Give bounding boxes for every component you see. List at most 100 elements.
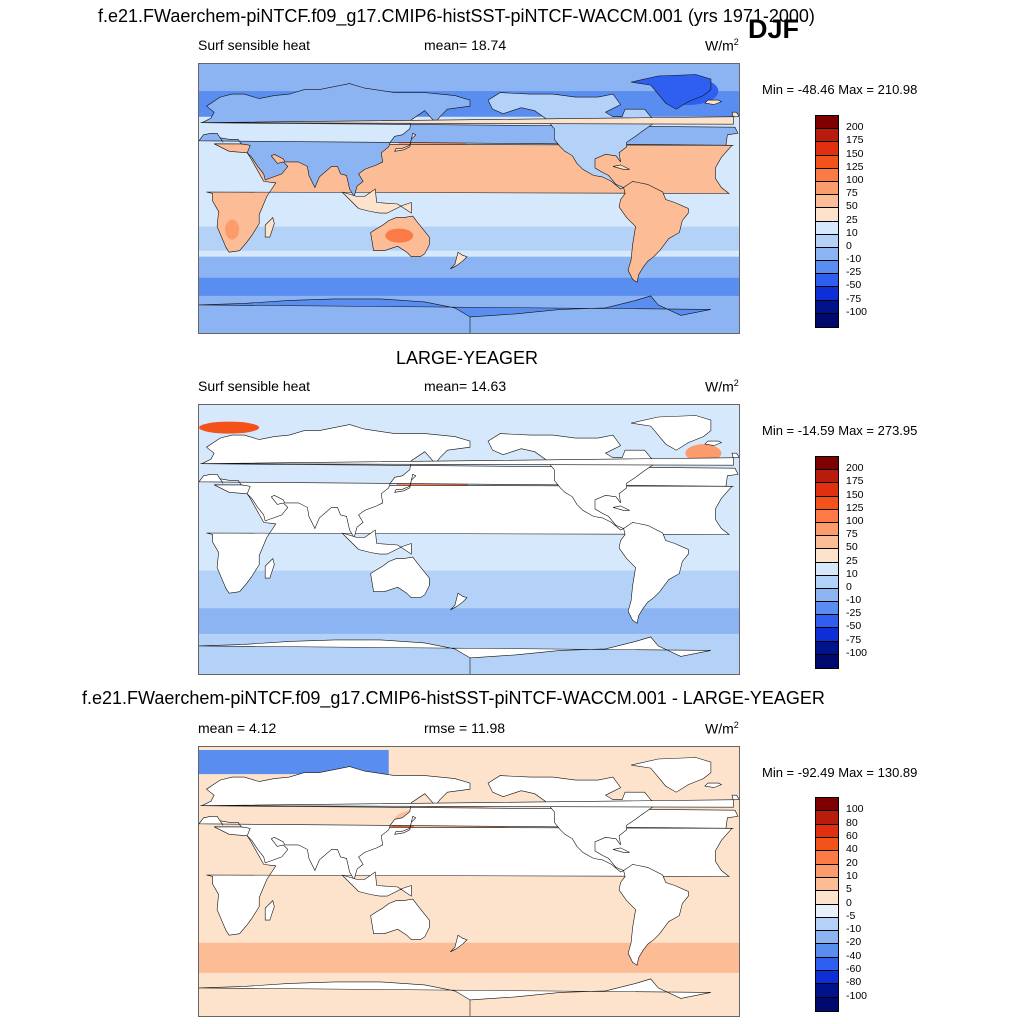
colorbar-swatch	[816, 287, 838, 301]
colorbar-swatch	[816, 811, 838, 825]
colorbar-tick-label: -100	[846, 305, 868, 318]
panel-2-variable-label: Surf sensible heat	[198, 378, 311, 394]
southern-ocean-band	[199, 608, 739, 634]
panel-3-minmax: Min = -92.49 Max = 130.89	[762, 765, 918, 780]
colorbar-tick-label: 10	[846, 567, 858, 580]
colorbar-swatch	[816, 142, 838, 156]
colorbar-tick-label: 5	[846, 883, 852, 896]
colorbar-tick-label: 100	[846, 803, 864, 816]
coastline-namerica	[487, 433, 658, 531]
colorbar-swatch	[816, 575, 838, 589]
southern-ocean-band	[199, 942, 739, 973]
colorbar-swatch	[816, 654, 838, 668]
colorbar-swatch	[816, 971, 838, 985]
coastline-japan	[394, 473, 417, 493]
southern-ocean-band	[199, 277, 739, 296]
panel-3-units: W/m2	[705, 720, 739, 737]
colorbar-tick-label: -25	[846, 607, 862, 620]
panel-1-title: f.e21.FWaerchem-piNTCF.f09_g17.CMIP6-his…	[98, 6, 815, 26]
colorbar-swatch	[816, 877, 838, 892]
colorbar-tick-label: 60	[846, 829, 858, 842]
colorbar-tick-label: -100	[846, 646, 868, 659]
coastline-indonesia	[341, 188, 412, 214]
coastline-africa	[206, 826, 733, 936]
colorbar-swatch	[816, 798, 838, 812]
panel-3-colorbar	[815, 797, 839, 1012]
coastline-antarctica	[199, 295, 711, 333]
colorbar-tick-label: 50	[846, 200, 858, 213]
colorbar-tick-label: 75	[846, 528, 858, 541]
coastline-namerica	[487, 92, 658, 190]
colorbar-swatch	[816, 957, 838, 972]
colorbar-swatch	[816, 496, 838, 510]
colorbar-tick-label: 200	[846, 462, 864, 475]
panel-2-colorbar	[815, 456, 839, 669]
coastline-nz	[450, 934, 468, 953]
colorbar-swatch	[816, 851, 838, 865]
coastline-uk	[200, 794, 739, 808]
coastline-samerica	[618, 864, 689, 966]
colorbar-swatch	[816, 984, 838, 998]
colorbar-swatch	[816, 247, 838, 262]
panel-2-map	[198, 404, 740, 675]
north-atlantic-warm	[685, 444, 722, 463]
coastline-australia	[370, 556, 430, 598]
colorbar-tick-label: 125	[846, 501, 864, 514]
colorbar-swatch	[816, 509, 838, 523]
coastline-antarctica	[199, 636, 711, 674]
coastline-namerica	[487, 775, 658, 873]
coastline-antarctica	[199, 978, 711, 1016]
colorbar-tick-label: 175	[846, 475, 864, 488]
colorbar-swatch	[816, 944, 838, 958]
colorbar-swatch	[816, 602, 838, 616]
coastline-madagascar	[264, 558, 275, 579]
colorbar-tick-label: -10	[846, 594, 862, 607]
colorbar-swatch	[816, 208, 838, 222]
colorbar-swatch	[816, 997, 838, 1011]
coastline-uk	[200, 452, 739, 466]
coastline-eurasia	[199, 766, 739, 881]
coastline-iceland	[704, 782, 723, 788]
colorbar-swatch	[816, 129, 838, 143]
colorbar-swatch	[816, 904, 838, 918]
colorbar-tick-label: 20	[846, 856, 858, 869]
panel-3-mean-label: mean = 4.12	[198, 720, 277, 736]
colorbar-swatch	[816, 536, 838, 550]
panel-1-units: W/m2	[705, 37, 739, 54]
coastline-iceland	[704, 99, 723, 105]
colorbar-tick-label: 25	[846, 213, 858, 226]
panel-3-rmse-label: rmse = 11.98	[424, 720, 506, 736]
coastline-japan	[394, 815, 417, 835]
coastline-greenland	[631, 415, 712, 451]
coastline-greenland	[631, 757, 712, 793]
colorbar-tick-label: -40	[846, 949, 862, 962]
colorbar-tick-label: 75	[846, 187, 858, 200]
coastline-samerica	[618, 522, 689, 624]
colorbar-tick-label: 0	[846, 580, 852, 593]
colorbar-tick-label: -80	[846, 976, 862, 989]
colorbar-tick-label: -50	[846, 279, 862, 292]
coastline-samerica	[618, 181, 689, 283]
panel-3-map	[198, 746, 740, 1017]
coastline-nz	[450, 592, 468, 611]
australia-warm	[385, 228, 414, 243]
colorbar-tick-label: 0	[846, 239, 852, 252]
colorbar-tick-label: -10	[846, 253, 862, 266]
colorbar-swatch	[816, 261, 838, 275]
panel-2-minmax: Min = -14.59 Max = 273.95	[762, 423, 918, 438]
coastline-cuba	[612, 164, 630, 170]
colorbar-tick-label: 10	[846, 869, 858, 882]
colorbar-tick-label: 150	[846, 488, 864, 501]
coastline-africa	[206, 143, 733, 253]
colorbar-swatch	[816, 615, 838, 629]
panel-2-title: LARGE-YEAGER	[396, 348, 539, 368]
colorbar-tick-label: 0	[846, 896, 852, 909]
colorbar-tick-label: -20	[846, 936, 862, 949]
colorbar-swatch	[816, 274, 838, 288]
coastline-cuba	[612, 505, 630, 511]
colorbar-swatch	[816, 562, 838, 576]
colorbar-tick-label: 10	[846, 226, 858, 239]
coastline-greenland	[631, 74, 712, 110]
colorbar-swatch	[816, 313, 838, 327]
colorbar-swatch	[816, 457, 838, 471]
